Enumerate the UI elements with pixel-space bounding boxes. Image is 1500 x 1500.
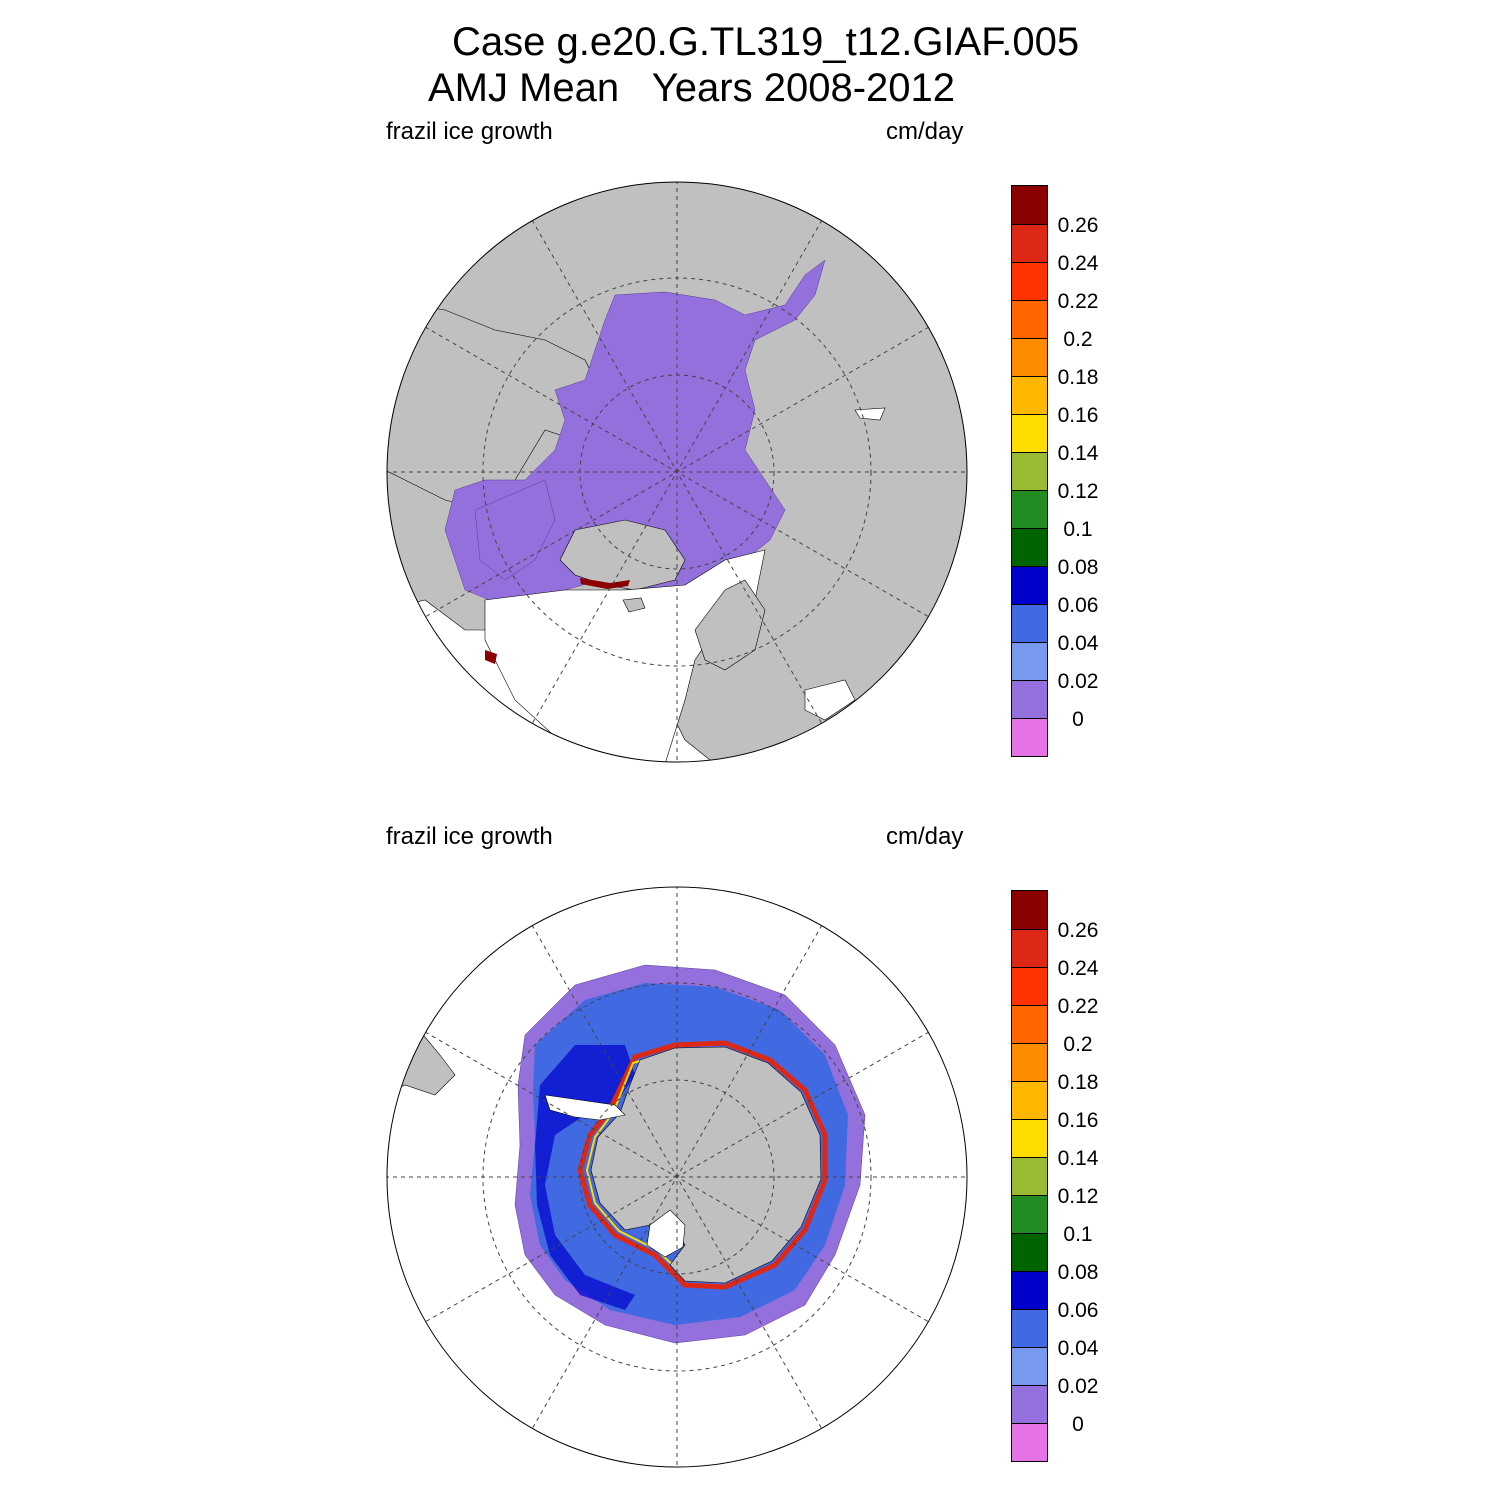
colorbar-box [1012,1119,1047,1157]
colorbar-box [1012,490,1047,528]
colorbar-box [1012,414,1047,452]
colorbar-box [1012,1157,1047,1195]
figure-title-line-1: Case g.e20.G.TL319_t12.GIAF.005 [452,20,1080,64]
colorbar-box [1012,1195,1047,1233]
colorbar-tick-label: 0.1 [1063,518,1093,541]
colorbar-tick-label: 0.22 [1057,290,1099,313]
colorbar-tick-label: 0.12 [1057,480,1099,503]
colorbar-tick-label: 0.02 [1057,670,1099,693]
map-boundary [386,886,968,1468]
colorbar-box [1012,929,1047,967]
colorbar-box [1012,642,1047,680]
land-scandinavia [694,579,766,671]
colorbar [1011,185,1048,757]
ice-shelf-ross [646,1209,686,1258]
lake [854,407,886,421]
panel-variable-label: frazil ice growth [386,823,553,850]
frazil-high-band-labrador [485,650,497,664]
colorbar-tick-label: 0.16 [1057,1109,1099,1132]
land-iceland [622,597,646,613]
colorbar-box [1012,967,1047,1005]
colorbar-box [1012,224,1047,262]
arctic-map-panel: frazil ice growth cm/day [0,0,1500,763]
map-boundary [386,181,968,763]
colorbar-box [1012,528,1047,566]
panel-variable-label: frazil ice growth [386,118,553,145]
sea-ice-hudson [474,479,556,581]
colorbar-box [1012,1233,1047,1271]
colorbar-tick-label: 0 [1072,1413,1084,1436]
frazil-high-band [580,578,630,589]
colorbar-box [1012,338,1047,376]
colorbar-tick-label: 0.26 [1057,919,1099,942]
colorbar-tick-label: 0.2 [1063,328,1093,351]
lake [804,679,856,721]
colorbar [1011,890,1048,1462]
colorbar-box [1012,1005,1047,1043]
colorbar-tick-label: 0.08 [1057,556,1099,579]
colorbar-box [1012,718,1047,756]
colorbar-tick-label: 0.14 [1057,442,1099,465]
colorbar-box [1012,262,1047,300]
colorbar-box [1012,891,1047,929]
colorbar-tick-label: 0 [1072,708,1084,731]
colorbar-tick-label: 0.2 [1063,1033,1093,1056]
colorbar-tick-label: 0.14 [1057,1147,1099,1170]
colorbar-box [1012,452,1047,490]
antarctic-polar-map [386,886,968,1468]
colorbar-box [1012,1347,1047,1385]
colorbar-box [1012,680,1047,718]
colorbar-tick-label: 0.04 [1057,632,1099,655]
frazil-coastal-high [577,1040,828,1290]
colorbar-tick-label: 0.24 [1057,957,1099,980]
colorbar-box [1012,1271,1047,1309]
colorbar-tick-label: 0.02 [1057,1375,1099,1398]
graticule [387,887,967,1467]
colorbar-tick-label: 0.06 [1057,594,1099,617]
graticule [387,182,967,762]
colorbar-box [1012,1423,1047,1461]
colorbar-box [1012,186,1047,224]
ice-shelf-weddell [544,1094,626,1121]
colorbar-tick-label: 0.24 [1057,252,1099,275]
colorbar-box [1012,376,1047,414]
colorbar-box [1012,1081,1047,1119]
colorbar-tick-label: 0.18 [1057,366,1099,389]
colorbar-box [1012,604,1047,642]
colorbar-tick-label: 0.08 [1057,1261,1099,1284]
colorbar-box [1012,300,1047,338]
colorbar-box [1012,566,1047,604]
antarctic-map-panel: frazil ice growth cm/day [0,705,1500,1468]
colorbar-tick-label: 0.22 [1057,995,1099,1018]
colorbar-box [1012,1309,1047,1347]
colorbar-tick-label: 0.16 [1057,404,1099,427]
figure-title-line-2: AMJ Mean Years 2008-2012 [428,66,956,110]
colorbar-box [1012,1385,1047,1423]
colorbar-tick-label: 0.06 [1057,1299,1099,1322]
panel-units-label: cm/day [886,118,964,145]
arctic-polar-map [386,181,968,763]
land-greenland [559,519,686,591]
colorbar-tick-label: 0.26 [1057,214,1099,237]
colorbar-box [1012,1043,1047,1081]
colorbar-tick-label: 0.1 [1063,1223,1093,1246]
panel-units-label: cm/day [886,823,964,850]
colorbar-tick-label: 0.12 [1057,1185,1099,1208]
colorbar-tick-label: 0.18 [1057,1071,1099,1094]
colorbar-tick-label: 0.04 [1057,1337,1099,1360]
